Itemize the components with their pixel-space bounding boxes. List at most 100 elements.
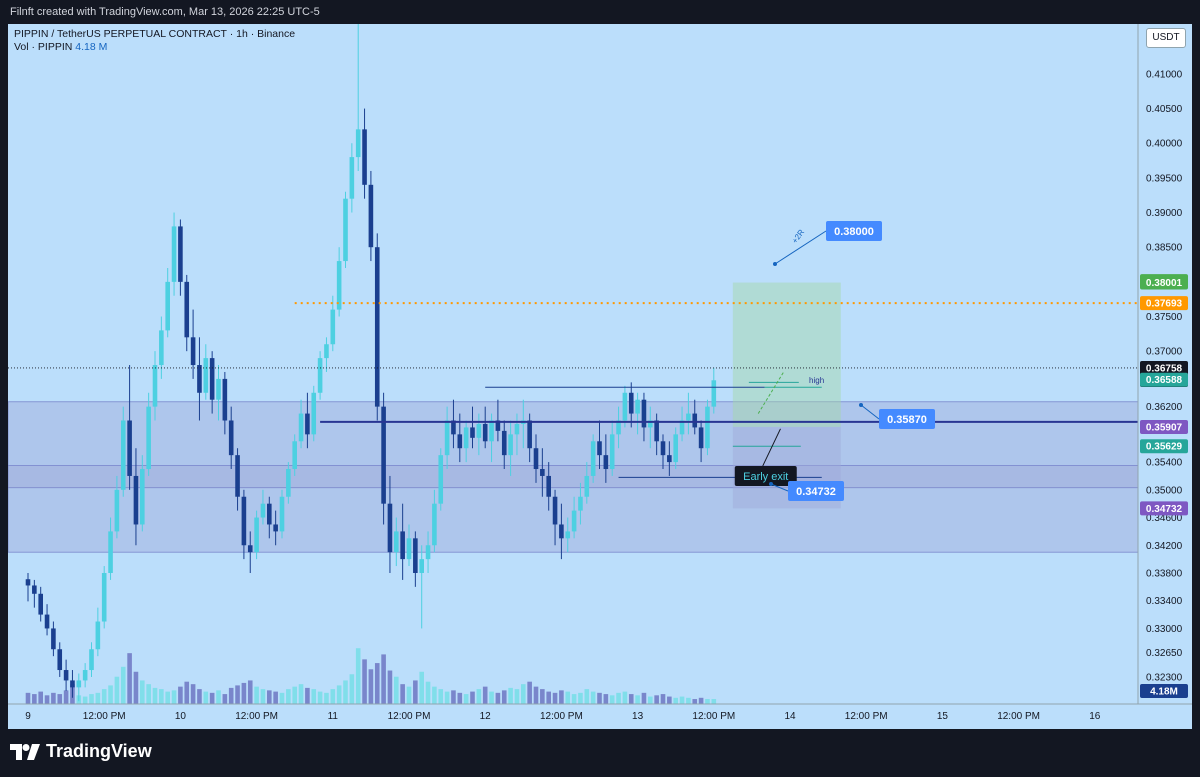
candle-body (216, 378, 221, 400)
volume-bar (286, 689, 291, 704)
volume-bar (463, 694, 469, 704)
price-tag-bg (1140, 275, 1188, 290)
volume-bar (254, 686, 259, 704)
candle-body (444, 420, 450, 456)
volume-bar (457, 692, 463, 704)
volume-bar (349, 674, 355, 704)
time-tick-label: 12:00 PM (692, 711, 735, 722)
candle-body (120, 420, 126, 490)
volume-bar (355, 648, 361, 704)
volume-bar (260, 689, 266, 704)
time-tick-label: 11 (328, 711, 339, 722)
symbol-title: PIPPIN / TetherUS PERPETUAL CONTRACT · 1… (14, 28, 296, 40)
price-tag: 0.37693 (1140, 296, 1188, 311)
volume-bar (609, 695, 615, 704)
candle-body (82, 670, 88, 681)
candle-body (590, 441, 596, 476)
volume-bar (508, 687, 513, 704)
price-tag-text: 4.18M (1150, 687, 1178, 698)
volume-bar (521, 684, 526, 704)
volume-value: 4.18 M (75, 41, 108, 53)
candle-body (178, 226, 183, 282)
volume-bar (197, 689, 202, 704)
candle-body (552, 496, 558, 525)
volume-bar (152, 687, 158, 704)
high-label: high (809, 376, 824, 385)
candle-body (603, 455, 609, 470)
callout-target-box (826, 221, 882, 241)
candle-body (190, 337, 196, 366)
candle-body (609, 434, 615, 470)
candle-body (228, 420, 234, 456)
candle-body (25, 579, 31, 586)
volume-bar (32, 694, 37, 704)
volume-bar (648, 696, 653, 704)
tradingview-logo[interactable]: TradingView (10, 741, 152, 762)
candle-body (533, 448, 539, 470)
price-tag-bg (1140, 439, 1188, 454)
volume-bar (146, 684, 151, 704)
candle-body (419, 559, 424, 573)
price-tick-label: 0.32650 (1146, 648, 1183, 659)
candle-body (470, 427, 475, 438)
price-tick-label: 0.34600 (1146, 513, 1183, 524)
price-tick-label: 0.41000 (1146, 69, 1183, 80)
time-tick-label: 14 (784, 711, 796, 722)
volume-bar (184, 681, 190, 704)
time-tick-label: 12:00 PM (845, 711, 888, 722)
volume-bar (470, 691, 475, 704)
price-tag-text: 0.36758 (1146, 363, 1183, 374)
time-tick-label: 10 (175, 711, 187, 722)
candle-body (711, 380, 717, 407)
volume-bar (451, 690, 456, 704)
volume-bar (628, 694, 634, 704)
candle-body (489, 420, 494, 442)
volume-bar (267, 690, 272, 704)
chart-frame[interactable]: highLowEarly exit+2R0.380000.358700.3473… (8, 24, 1192, 729)
price-tick-label: 0.32300 (1146, 672, 1183, 683)
volume-bar (406, 686, 412, 704)
volume-bar (247, 680, 253, 704)
volume-bar (38, 691, 43, 704)
volume-bar (667, 696, 672, 704)
candle-body (292, 441, 297, 470)
volume-bar (127, 653, 132, 704)
candle-body (495, 420, 501, 431)
volume-bar (317, 691, 323, 704)
volume-bar (565, 691, 571, 704)
price-tag: 0.36588 (1140, 372, 1188, 387)
price-tag-text: 0.35907 (1146, 422, 1183, 433)
chart-plot[interactable]: highLowEarly exit+2R0.380000.358700.3473… (8, 24, 1192, 729)
currency-button[interactable]: USDT (1146, 28, 1186, 48)
price-tick-label: 0.39500 (1146, 173, 1183, 184)
candle-body (501, 430, 507, 456)
volume-bar (228, 687, 234, 704)
volume-bar (616, 692, 621, 704)
volume-bar (711, 699, 717, 704)
volume-bar (82, 696, 88, 704)
candle-body (616, 420, 621, 435)
volume-bar (120, 666, 126, 704)
price-tick-label: 0.33000 (1146, 624, 1183, 635)
candle-body (679, 420, 685, 435)
volume-bar (686, 697, 691, 704)
candle-body (127, 420, 132, 476)
time-tick-label: 16 (1089, 711, 1101, 722)
volume-bar (165, 691, 170, 704)
price-tag-text: 0.36588 (1146, 375, 1183, 386)
candle-body (406, 538, 412, 560)
volume-bar (381, 654, 386, 704)
volume-bar (216, 690, 221, 704)
volume-bar (343, 680, 348, 704)
price-tick-label: 0.40500 (1146, 104, 1183, 115)
volume-bar (279, 692, 285, 704)
volume-bar (374, 663, 380, 704)
header-bar: Filnft created with TradingView.com, Mar… (0, 0, 1200, 24)
volume-bar (305, 687, 310, 704)
candle-body (641, 399, 647, 428)
candle-body (565, 531, 571, 539)
candle-body (355, 129, 361, 158)
candle-body (648, 420, 653, 428)
candle-body (387, 503, 393, 553)
candle-body (705, 406, 710, 449)
